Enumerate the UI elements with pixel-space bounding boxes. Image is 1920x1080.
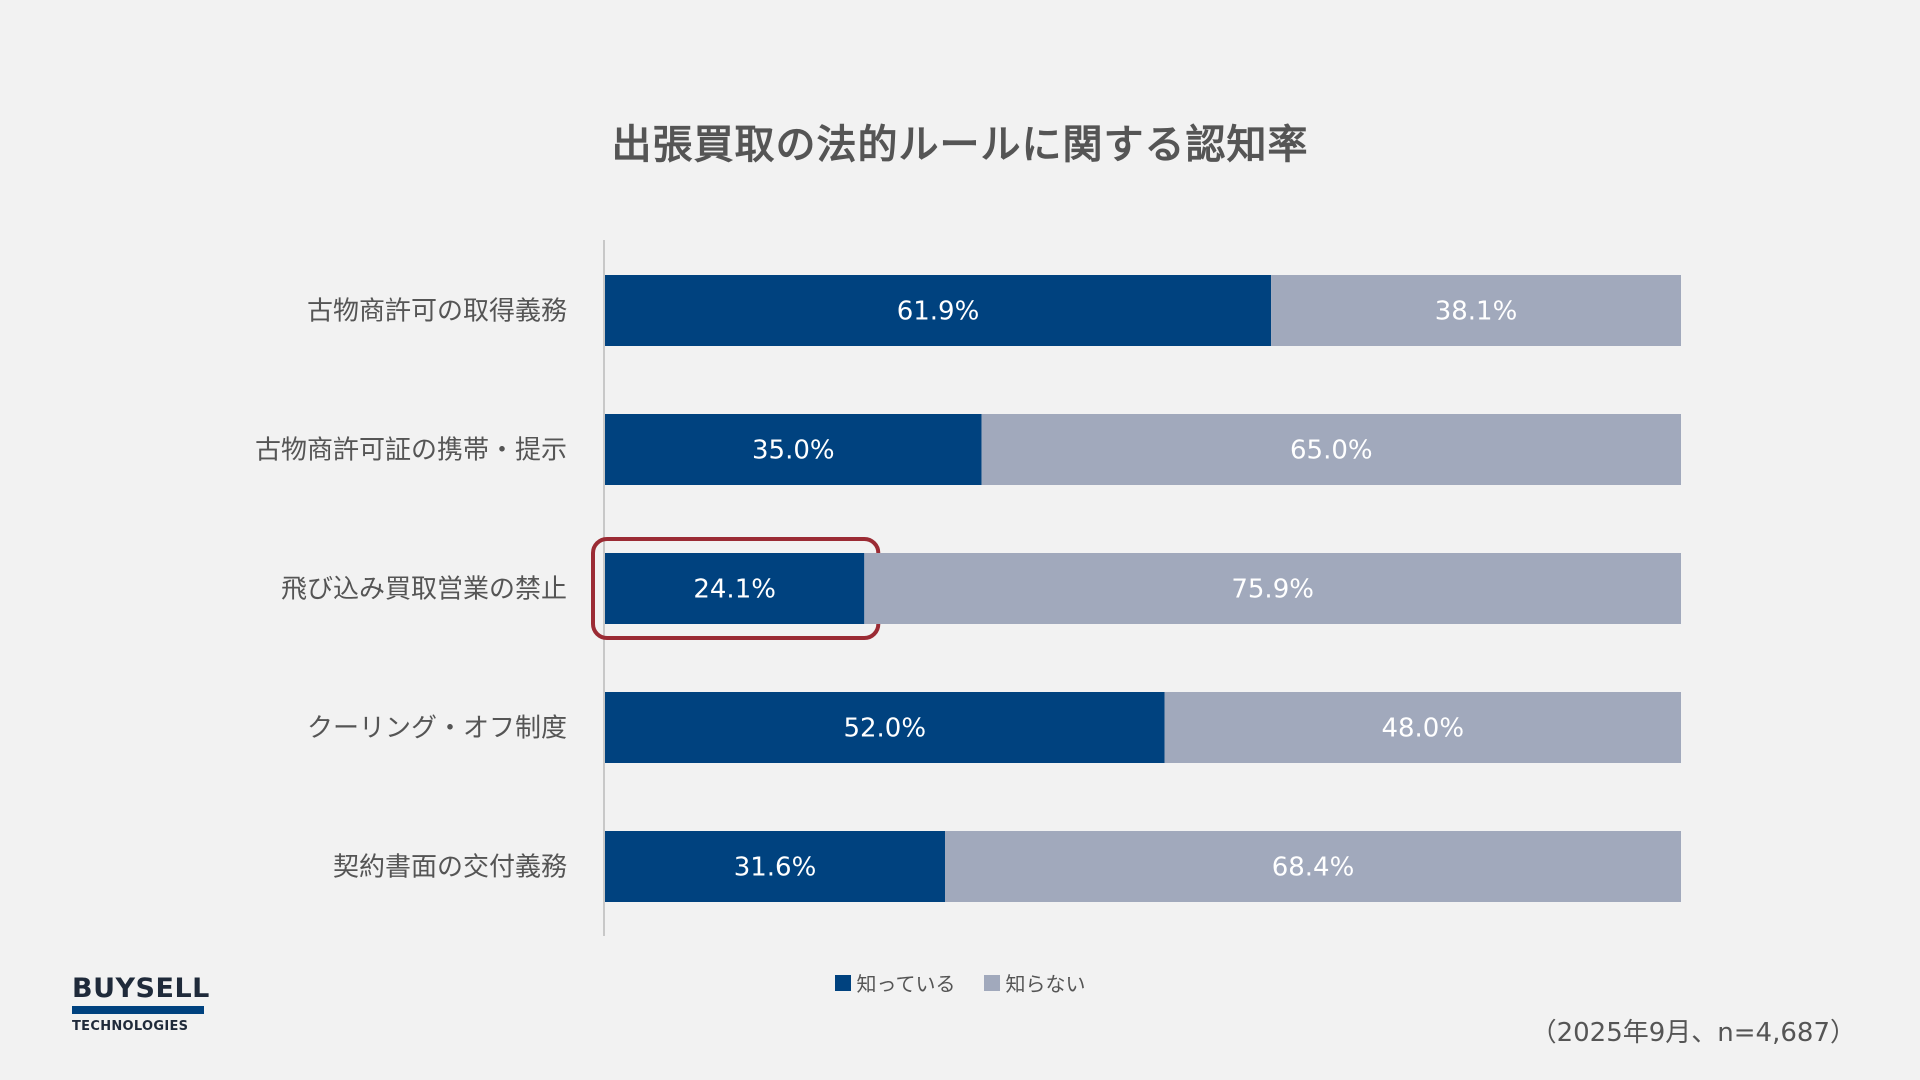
legend-label-known: 知っている: [856, 972, 956, 996]
category-label: 古物商許可の取得義務: [307, 297, 567, 327]
data-label-unknown: 65.0%: [1290, 436, 1373, 466]
bar-known: [605, 275, 1272, 346]
legend-swatch-known: [834, 974, 851, 991]
data-label-known: 24.1%: [693, 575, 776, 605]
survey-footnote: （2025年9月、n=4,687）: [1530, 1018, 1856, 1048]
bar-known: [605, 831, 946, 902]
data-label-unknown: 38.1%: [1435, 297, 1518, 327]
category-label: 古物商許可証の携帯・提示: [255, 436, 567, 466]
bar-unknown: [945, 831, 1681, 902]
bar-known: [605, 414, 982, 485]
logo-subtext: TECHNOLOGIES: [72, 1019, 189, 1034]
bar-known: [605, 692, 1165, 763]
category-label: クーリング・オフ制度: [307, 714, 567, 744]
logo-bar: [72, 1006, 204, 1014]
legend-item-known: 知っている: [834, 968, 956, 997]
company-logo: BUYSELL TECHNOLOGIES: [72, 973, 210, 1034]
data-label-known: 52.0%: [843, 714, 926, 744]
bar-unknown: [981, 414, 1681, 485]
legend-item-unknown: 知らない: [983, 968, 1086, 997]
data-label-unknown: 75.9%: [1231, 575, 1314, 605]
bar-unknown: [1164, 692, 1681, 763]
bar-unknown: [1271, 275, 1681, 346]
category-label: 飛び込み買取営業の禁止: [281, 575, 567, 605]
bar-known: [605, 553, 865, 624]
logo-wordmark: BUYSELL: [72, 973, 210, 1004]
legend: 知っている 知らない: [0, 968, 1920, 997]
data-label-known: 35.0%: [752, 436, 835, 466]
legend-label-unknown: 知らない: [1005, 972, 1086, 996]
chart-title: 出張買取の法的ルールに関する認知率: [611, 122, 1309, 168]
data-label-unknown: 68.4%: [1272, 853, 1355, 883]
bar-unknown: [864, 553, 1681, 624]
legend-swatch-unknown: [983, 974, 1000, 991]
data-label-known: 31.6%: [734, 853, 817, 883]
category-label: 契約書面の交付義務: [333, 853, 567, 883]
data-label-unknown: 48.0%: [1381, 714, 1464, 744]
data-label-known: 61.9%: [897, 297, 980, 327]
